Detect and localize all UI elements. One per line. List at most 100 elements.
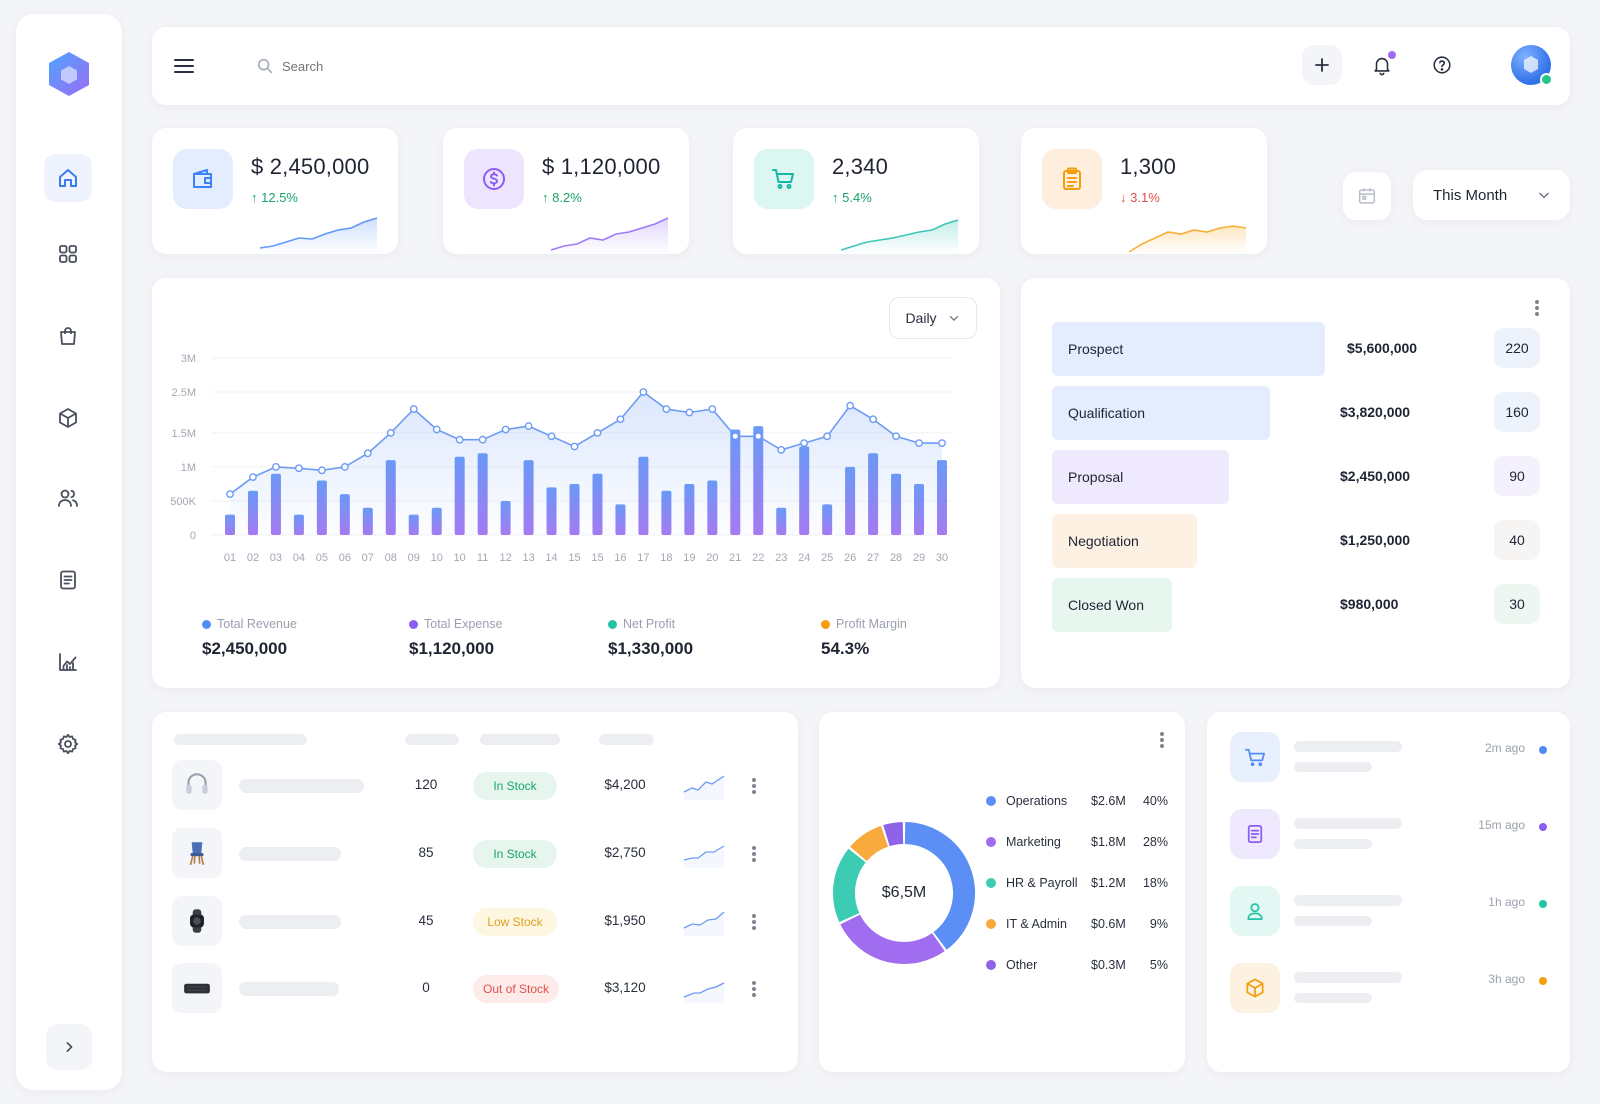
notifications-button[interactable] [1362,45,1402,85]
kpi-card-expense[interactable]: $ 1,120,000 ↑ 8.2% [443,128,689,254]
line-point [317,466,326,475]
pipeline-stage-count: 220 [1494,328,1540,368]
more-options-button[interactable] [1154,730,1170,750]
y-tick-label: 500K [170,496,196,508]
bar [339,494,350,535]
line-point [272,463,280,471]
search-icon [257,58,273,74]
search-input[interactable] [282,58,522,74]
line-point [685,408,694,417]
bar [408,514,419,535]
pipeline-stage-name: Negotiation [1068,533,1139,549]
more-options-button[interactable] [1529,298,1545,318]
row-options-button[interactable] [746,776,762,796]
sidebar-item-orders[interactable] [44,312,92,360]
line-point [708,405,717,413]
chart-range-select[interactable]: Daily [889,297,977,339]
stat-profit-margin: Profit Margin 54.3% [821,617,907,658]
activity-time: 3h ago [1488,972,1525,986]
row-options-button[interactable] [746,912,762,932]
avatar-icon [1524,56,1538,73]
pipeline-stage[interactable]: Qualification $3,820,000 160 [1052,386,1540,440]
period-select[interactable]: This Month [1413,170,1570,220]
x-tick-label: 11 [477,552,488,564]
pipeline-stage[interactable]: Prospect $5,600,000 220 [1052,322,1540,376]
activity-item[interactable]: 1h ago [1230,886,1550,936]
legend-dot [986,960,996,970]
activity-item[interactable]: 15m ago [1230,809,1550,859]
kpi-card-revenue[interactable]: $ 2,450,000 ↑ 12.5% [152,128,398,254]
activity-subtitle-placeholder [1294,839,1372,849]
help-button[interactable] [1422,45,1462,85]
table-row[interactable]: 45 Low Stock $1,950 [172,896,772,948]
bar [270,473,281,535]
cube-icon [59,408,77,428]
kpi-value: $ 2,450,000 [251,154,370,179]
line-point [340,463,349,471]
header-placeholder [405,734,459,745]
menu-button[interactable] [170,52,198,80]
bar [500,500,511,535]
product-price: $1,950 [604,913,646,928]
row-options-button[interactable] [746,844,762,864]
activity-subtitle-placeholder [1294,762,1372,772]
x-tick-label: 26 [844,552,856,564]
sidebar-item-customers[interactable] [44,474,92,522]
kpi-card-orders[interactable]: 2,340 ↑ 5.4% [733,128,979,254]
activity-status-dot [1539,823,1547,831]
sidebar-collapse-button[interactable] [46,1024,92,1070]
sidebar-item-analytics[interactable] [44,638,92,686]
kpi-card-tasks[interactable]: 1,300 ↓ 3.1% [1021,128,1267,254]
period-select-value: This Month [1433,186,1508,204]
bar [477,453,488,535]
table-row[interactable]: 120 In Stock $4,200 [172,760,772,812]
product-quantity: 45 [418,913,434,928]
app-logo[interactable] [45,50,93,98]
bar [225,514,235,535]
x-tick-label: 15 [568,552,580,564]
calendar-icon [1358,188,1376,204]
pipeline-stage[interactable]: Proposal $2,450,000 90 [1052,450,1540,504]
x-tick-label: 13 [522,552,534,564]
user-avatar[interactable] [1511,45,1553,86]
activity-item[interactable]: 2m ago [1230,732,1550,782]
activity-item[interactable]: 3h ago [1230,963,1550,1013]
status-badge: Out of Stock [473,975,559,1003]
product-quantity: 85 [418,845,434,860]
legend-dot [986,796,996,806]
sidebar-item-dashboard[interactable] [44,230,92,278]
x-tick-label: 09 [408,552,420,564]
date-picker-button[interactable] [1343,172,1391,220]
legend-item: Operations $2.6M 40% [986,792,1176,810]
search-bar[interactable] [256,51,556,81]
analytics-icon [59,653,77,671]
table-row[interactable]: 0 Out of Stock $3,120 [172,963,772,1015]
add-button[interactable] [1302,45,1342,85]
kpi-icon-box [464,149,524,209]
sparkline-line [1128,225,1247,253]
sidebar-item-settings[interactable] [44,720,92,768]
pipeline-stage-count: 90 [1494,456,1540,496]
legend-item: Marketing $1.8M 28% [986,833,1176,851]
cart-icon [1245,748,1265,767]
kpi-icon-box [1042,149,1102,209]
bar [293,514,304,535]
sidebar-item-products[interactable] [44,394,92,442]
table-row[interactable]: 85 In Stock $2,750 [172,828,772,880]
sidebar-item-reports[interactable] [44,556,92,604]
activity-status-dot [1539,977,1547,985]
sidebar-item-home[interactable] [44,154,92,202]
row-options-button[interactable] [746,979,762,999]
stat-value: $1,120,000 [409,639,495,658]
recent-activity-card: 2m ago 15m ago 1h ago 3h ago [1207,712,1570,1072]
pipeline-stage[interactable]: Closed Won $980,000 30 [1052,578,1540,632]
product-trend-sparkline [682,973,726,1003]
bar [937,460,947,535]
pipeline-stage-name: Closed Won [1068,597,1145,613]
line-point [777,446,786,454]
product-price: $2,750 [604,845,646,860]
legend-name: Operations [1006,794,1068,808]
activity-title-placeholder [1294,895,1402,906]
pipeline-stage[interactable]: Negotiation $1,250,000 40 [1052,514,1540,568]
x-tick-label: 17 [637,552,649,564]
